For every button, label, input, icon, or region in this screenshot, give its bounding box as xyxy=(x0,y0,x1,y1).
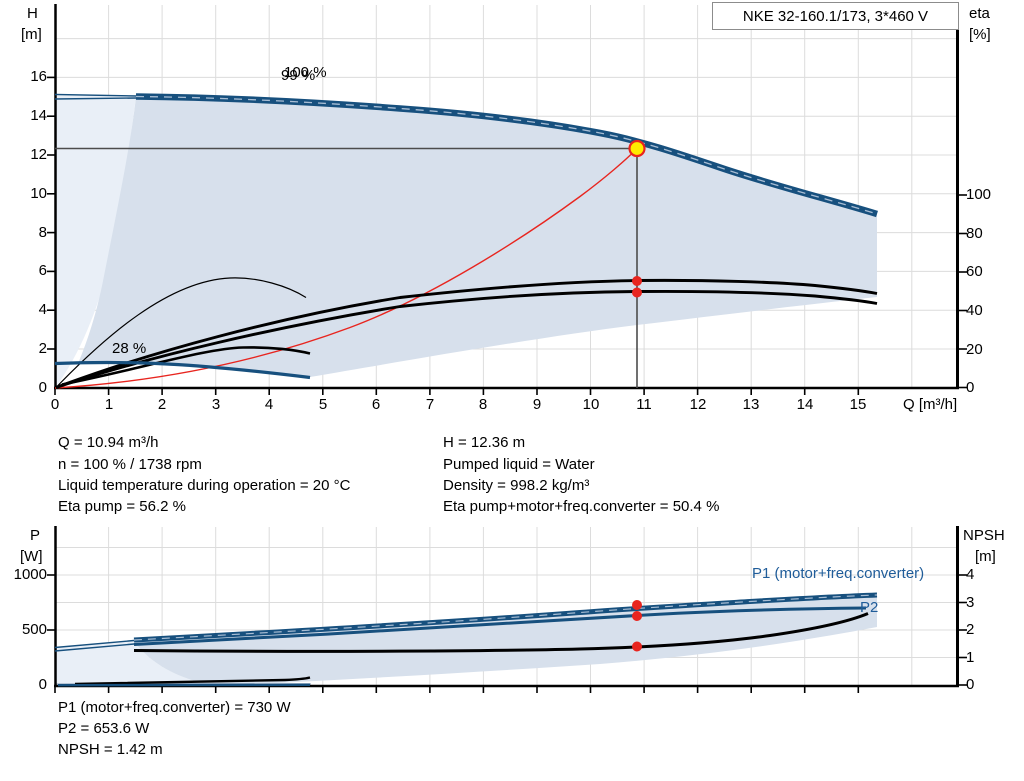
eta-axis-unit: [%] xyxy=(969,26,991,43)
h-tick: 4 xyxy=(38,301,47,318)
npsh-axis-name: NPSH xyxy=(963,527,1005,544)
pump-title: NKE 32-160.1/173, 3*460 V xyxy=(742,7,929,25)
pump-curve-100pct-lowflow-a xyxy=(54,93,138,97)
p-axis-name: P xyxy=(30,527,41,544)
p2-curve-label: P2 xyxy=(860,599,879,616)
duty-point-crosshair xyxy=(55,147,638,388)
h-tick: 14 xyxy=(30,107,47,124)
h-tick: 8 xyxy=(38,224,47,241)
result-h: H = 12.36 m xyxy=(443,434,526,451)
q-tick: 13 xyxy=(742,396,760,413)
p-axis-unit: [W] xyxy=(20,548,43,565)
p1-lowflow-a xyxy=(54,639,135,649)
h-tick: 12 xyxy=(30,146,47,163)
q-tick: 9 xyxy=(532,396,542,413)
q-tick: 4 xyxy=(264,396,274,413)
duty-point-marker xyxy=(628,139,646,158)
h-tick: 6 xyxy=(38,262,47,279)
operating-envelope-lowflow xyxy=(55,96,136,388)
npsh-axis-unit: [m] xyxy=(975,548,996,565)
result-density: Density = 998.2 kg/m³ xyxy=(443,477,590,494)
system-curve xyxy=(54,148,638,389)
operating-envelope xyxy=(78,96,877,377)
p2-duty-dot xyxy=(632,611,642,621)
q-tick: 1 xyxy=(104,396,114,413)
h-tick: 10 xyxy=(30,185,47,202)
eta-tick: 100 xyxy=(966,186,992,203)
eta-tick: 80 xyxy=(966,225,983,242)
npsh-tick: 1 xyxy=(966,649,975,666)
q-tick: 2 xyxy=(157,396,167,413)
p-tick: 1000 xyxy=(13,566,47,583)
npsh-duty-dot xyxy=(632,641,642,652)
p-tick: 500 xyxy=(21,621,47,638)
p1-duty-dot xyxy=(632,600,642,610)
eta-total-duty-dot xyxy=(632,287,642,298)
h-axis-unit: [m] xyxy=(21,26,42,43)
q-tick: 7 xyxy=(425,396,435,413)
pump-curve-28pct xyxy=(54,360,311,380)
speed-label-100: 100 % xyxy=(284,64,327,81)
eta-pump-curve xyxy=(55,278,878,389)
pump-curve-99pct-seam xyxy=(135,95,878,215)
result-n: n = 100 % / 1738 rpm xyxy=(58,456,202,473)
q-tick: 0 xyxy=(50,396,60,413)
p1-curve xyxy=(133,592,878,643)
npsh-tick: 3 xyxy=(966,594,975,611)
npsh-curve xyxy=(133,612,869,653)
h-tick: 16 xyxy=(30,68,47,85)
q-tick: 8 xyxy=(478,396,488,413)
eta-axis-name: eta xyxy=(969,5,990,22)
eta-total-curve xyxy=(55,289,878,389)
h-tick: 2 xyxy=(38,340,47,357)
npsh-tick: 4 xyxy=(966,566,975,583)
eta-tick: 60 xyxy=(966,263,983,280)
eta-tick: 20 xyxy=(966,341,983,358)
eta-tick: 0 xyxy=(966,379,975,396)
top-chart-axes xyxy=(47,4,967,395)
q-axis-unit: Q [m³/h] xyxy=(903,396,958,413)
result-p2: P2 = 653.6 W xyxy=(58,720,150,737)
power-envelope xyxy=(133,595,877,686)
q-tick: 15 xyxy=(849,396,867,413)
pump-curve-100pct-lowflow-b xyxy=(54,97,138,100)
eta-pump-duty-dot xyxy=(632,276,642,286)
result-npsh: NPSH = 1.42 m xyxy=(58,741,163,758)
result-q: Q = 10.94 m³/h xyxy=(58,434,159,451)
npsh-tick: 2 xyxy=(966,621,975,638)
result-p1: P1 (motor+freq.converter) = 730 W xyxy=(58,699,291,716)
speed-label-99: 99 % xyxy=(281,67,316,84)
p1-lowflow-b xyxy=(54,643,135,652)
eta-tick: 40 xyxy=(966,302,983,319)
eta-28pct-curve xyxy=(55,277,307,388)
q-tick: 11 xyxy=(636,396,652,413)
result-eta-pump: Eta pump = 56.2 % xyxy=(58,498,186,515)
npsh-tick: 0 xyxy=(966,676,975,693)
q-tick: 12 xyxy=(689,396,707,413)
q-tick: 5 xyxy=(318,396,328,413)
q-tick: 10 xyxy=(582,396,600,413)
p1-curve-label: P1 (motor+freq.converter) xyxy=(752,565,925,582)
result-temp: Liquid temperature during operation = 20… xyxy=(58,477,351,494)
p2-curve xyxy=(133,606,867,646)
q-tick: 6 xyxy=(371,396,381,413)
p-tick: 0 xyxy=(38,676,47,693)
q-tick: 14 xyxy=(796,396,814,413)
power-envelope-lowflow xyxy=(55,640,215,686)
h-tick: 0 xyxy=(38,379,47,396)
p-28pct-curve xyxy=(74,676,311,686)
result-liquid: Pumped liquid = Water xyxy=(443,456,595,473)
q-tick: 3 xyxy=(211,396,221,413)
result-eta-total: Eta pump+motor+freq.converter = 50.4 % xyxy=(443,498,720,515)
speed-label-28: 28 % xyxy=(112,340,147,357)
eta-total-28pct-curve xyxy=(61,346,311,386)
h-axis-name: H xyxy=(27,5,38,22)
pump-title-box: NKE 32-160.1/173, 3*460 V xyxy=(712,2,959,30)
